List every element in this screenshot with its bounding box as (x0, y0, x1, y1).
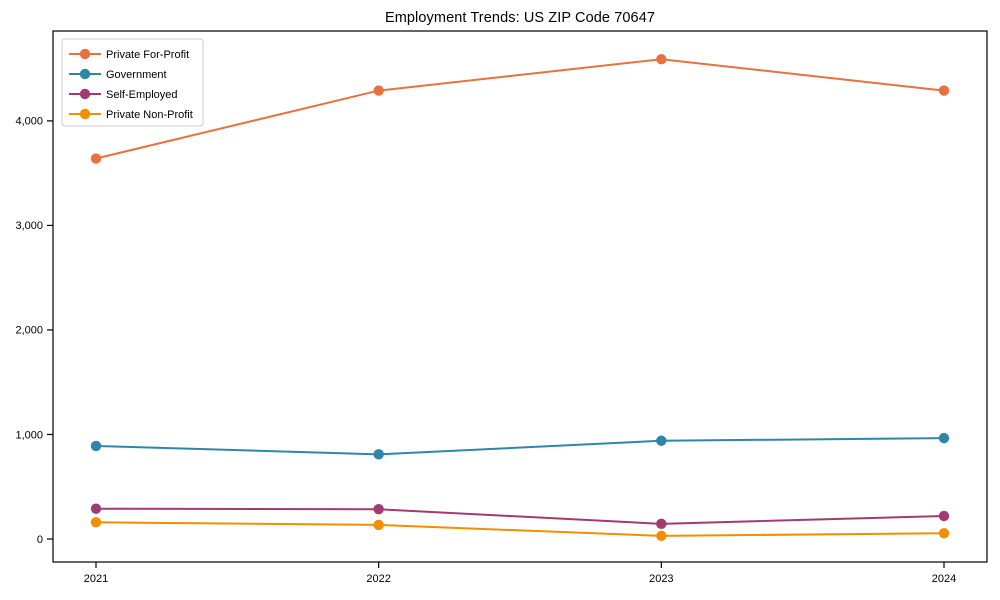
legend-marker-private-for-profit (79, 48, 91, 60)
legend-label-private-non-profit: Private Non-Profit (106, 109, 193, 121)
data-point-government-2021 (90, 440, 102, 452)
legend-marker-private-non-profit (79, 108, 91, 120)
x-tick-label: 2023 (649, 573, 673, 585)
data-point-private-for-profit-2023 (656, 54, 667, 65)
data-point-private-for-profit-2024 (938, 85, 950, 96)
series-line-private-non-profit (95, 521, 945, 537)
x-tick-label: 2021 (84, 573, 108, 585)
y-tick-label: 0 (37, 534, 43, 546)
data-point-private-non-profit-2021 (90, 517, 102, 528)
y-tick-label: 1,000 (15, 429, 43, 441)
x-tick-label: 2022 (366, 573, 390, 585)
x-tick-label: 2024 (932, 573, 956, 585)
data-point-self-employed-2022 (373, 504, 384, 515)
plot-frame (52, 30, 988, 563)
series-line-government (95, 437, 945, 456)
legend-label-private-for-profit: Private For-Profit (106, 49, 189, 61)
y-tick-label: 4,000 (15, 116, 43, 128)
data-point-self-employed-2023 (656, 518, 667, 530)
data-point-private-for-profit-2022 (373, 85, 384, 96)
data-point-private-non-profit-2024 (938, 528, 950, 539)
data-point-private-non-profit-2022 (373, 519, 384, 531)
data-point-government-2024 (938, 432, 950, 444)
y-tick-label: 3,000 (15, 220, 43, 232)
legend-box (61, 38, 204, 127)
legend-marker-self-employed (79, 88, 91, 100)
legend-label-government: Government (106, 69, 167, 81)
data-point-government-2023 (656, 435, 667, 446)
data-point-private-for-profit-2021 (90, 153, 102, 164)
series-line-private-for-profit (95, 58, 945, 160)
chart-title: Employment Trends: US ZIP Code 70647 (384, 10, 656, 26)
data-point-self-employed-2021 (90, 503, 102, 514)
legend-marker-government (79, 68, 91, 80)
data-point-government-2022 (373, 449, 384, 460)
legend-label-self-employed: Self-Employed (106, 89, 178, 101)
series-line-self-employed (95, 507, 945, 525)
data-point-private-non-profit-2023 (656, 530, 667, 542)
data-point-self-employed-2024 (938, 510, 950, 522)
y-tick-label: 2,000 (15, 325, 43, 337)
